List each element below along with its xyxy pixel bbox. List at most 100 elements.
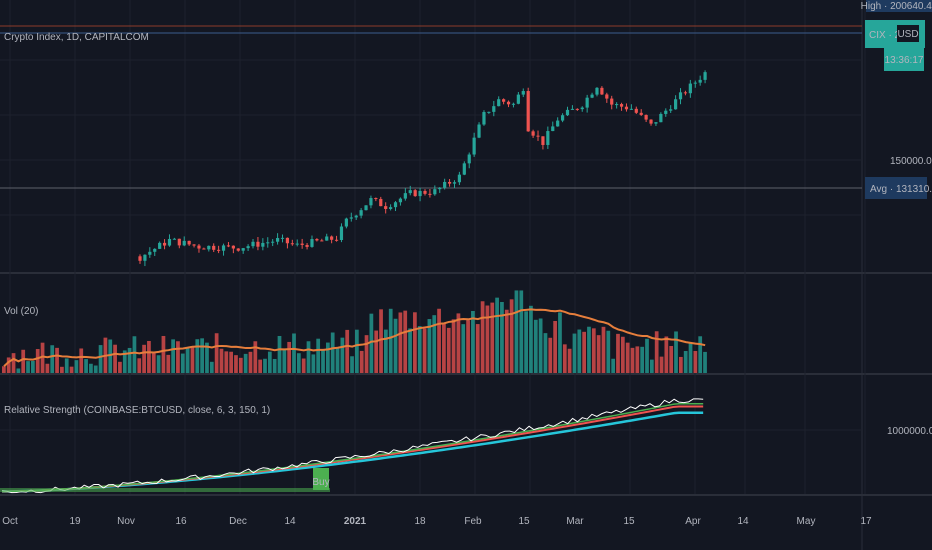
x-tick-label: 14: [737, 516, 749, 527]
candle-body: [379, 198, 383, 207]
volume-bar: [432, 315, 437, 373]
candle-body: [330, 236, 334, 240]
candle-body: [158, 242, 162, 249]
candle-body: [354, 215, 358, 218]
volume-bar: [219, 348, 224, 373]
volume-bar: [659, 356, 664, 373]
volume-bar: [442, 322, 446, 373]
candle-body: [580, 107, 584, 110]
candle-body: [462, 163, 466, 175]
volume-bar: [166, 354, 171, 373]
volume-bar: [345, 329, 350, 373]
volume-bar: [437, 308, 441, 373]
volume-bar: [446, 327, 451, 373]
candle-body: [148, 251, 152, 255]
volume-bar: [214, 333, 219, 373]
volume-bar: [393, 318, 398, 373]
candle-body: [678, 92, 683, 100]
avg-badge: [865, 177, 927, 199]
volume-bar: [35, 349, 40, 373]
currency-label: USD: [897, 29, 918, 40]
candle-body: [217, 249, 221, 251]
candle-body: [344, 218, 348, 227]
volume-bar: [582, 331, 587, 373]
candle-body: [369, 198, 373, 206]
volume-bar: [374, 330, 379, 373]
volume-bar: [209, 361, 214, 373]
x-tick-label: 17: [860, 516, 872, 527]
volume-ma-line: [3, 308, 706, 367]
candle-body: [408, 190, 412, 194]
volume-bar: [674, 331, 678, 373]
volume-bar: [630, 347, 635, 373]
volume-bar: [6, 357, 11, 373]
volume-bar: [379, 309, 383, 373]
volume-bar: [519, 290, 524, 373]
candle-body: [403, 193, 407, 199]
volume-bar: [113, 344, 117, 373]
rs-line-green: [1, 403, 704, 493]
volume-bar: [649, 359, 654, 373]
time-left-badge: [884, 48, 924, 71]
volume-bar: [79, 348, 84, 373]
candle-body: [433, 189, 437, 195]
volume-bar: [601, 326, 606, 373]
volume-bar: [243, 353, 248, 373]
candle-body: [231, 245, 235, 249]
candle-body: [698, 79, 702, 83]
volume-bar: [369, 313, 374, 373]
volume-bar: [55, 347, 59, 373]
volume-bar: [567, 348, 572, 373]
volume-bar: [611, 358, 616, 373]
candle-body: [384, 206, 388, 209]
volume-bar: [122, 350, 127, 373]
currency-badge[interactable]: [897, 25, 919, 42]
volume-bar: [296, 353, 301, 373]
candle-body: [452, 182, 457, 184]
volume-bar: [64, 358, 69, 373]
volume-bar: [301, 358, 306, 373]
volume-bar: [224, 351, 229, 373]
candle-body: [610, 98, 614, 105]
volume-bar: [384, 329, 388, 373]
candle-body: [546, 131, 550, 145]
candle-body: [560, 115, 565, 121]
volume-bar: [417, 326, 422, 373]
candle-body: [325, 236, 329, 241]
volume-bar: [466, 320, 470, 373]
volume-bar: [616, 333, 620, 373]
candle-body: [423, 190, 427, 194]
candle-body: [438, 187, 442, 190]
candle-body: [585, 97, 589, 108]
volume-bar: [40, 342, 45, 373]
candle-body: [428, 193, 432, 195]
candle-body: [556, 120, 560, 127]
candle-body: [202, 248, 206, 250]
volume-bar: [156, 355, 161, 373]
candle-body: [688, 83, 692, 94]
candle-body: [393, 202, 398, 208]
candle-body: [669, 109, 673, 111]
volume-bar: [277, 335, 282, 373]
volume-bar: [533, 319, 538, 373]
volume-bar: [93, 365, 98, 373]
volume-pane-title: Vol (20): [4, 306, 38, 317]
volume-bar: [504, 309, 509, 373]
volume-bar: [98, 345, 103, 373]
volume-bar: [620, 336, 625, 373]
volume-bar: [606, 330, 611, 373]
volume-bar: [267, 351, 272, 373]
volume-bar: [171, 339, 175, 373]
volume-bar: [21, 349, 26, 373]
volume-bar: [229, 351, 234, 373]
x-tick-label: Oct: [2, 516, 18, 527]
candle-body: [506, 101, 511, 105]
volume-bar: [176, 341, 180, 373]
volume-bar: [538, 318, 543, 373]
candle-body: [182, 240, 186, 246]
candle-body: [251, 241, 255, 247]
candle-body: [649, 119, 653, 124]
price-level-150k: 150000.00: [890, 156, 932, 167]
